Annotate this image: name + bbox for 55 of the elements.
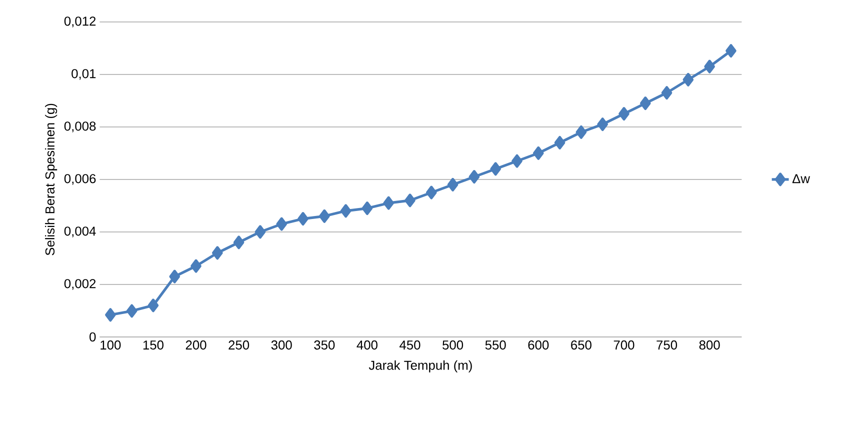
legend-label: Δw (792, 174, 810, 184)
point (533, 146, 544, 160)
point (661, 86, 672, 100)
point (298, 212, 308, 226)
x-tick-label: 350 (314, 340, 335, 350)
y-tick-label: 0,01 (72, 69, 96, 80)
point (169, 270, 180, 284)
y-axis-title: Selisih Berat Spesimen (g) (45, 104, 58, 256)
y-tick-label: 0,002 (64, 279, 96, 290)
point (404, 194, 416, 208)
point (126, 304, 138, 318)
y-tick-label: 0 (90, 332, 96, 342)
x-tick-label: 550 (485, 340, 506, 350)
point (554, 136, 566, 150)
point (190, 259, 202, 273)
point (618, 107, 630, 121)
x-tick-label: 650 (571, 340, 592, 350)
x-tick-label: 150 (143, 340, 164, 350)
point (490, 162, 501, 176)
x-tick-label: 250 (228, 340, 250, 350)
x-tick-label: 500 (442, 340, 464, 350)
x-tick-label: 600 (528, 340, 549, 350)
point (640, 96, 651, 110)
point (233, 236, 244, 250)
point (319, 210, 330, 224)
point (704, 60, 715, 74)
x-tick-label: 400 (356, 340, 378, 350)
point (340, 204, 352, 218)
x-tick-label: 200 (186, 340, 206, 350)
point (682, 73, 694, 87)
y-tick-label: 0,012 (64, 16, 96, 28)
point (148, 298, 159, 312)
x-tick-label: 750 (656, 340, 678, 350)
point (447, 178, 458, 192)
point (212, 246, 223, 260)
x-tick-label: 100 (100, 340, 121, 350)
point (512, 154, 522, 168)
point (426, 186, 437, 200)
x-tick-label: 700 (614, 340, 634, 350)
x-tick-label: 800 (699, 340, 720, 350)
x-tick-label: 450 (400, 340, 420, 350)
point (597, 118, 608, 132)
x-tick-label: 300 (271, 340, 292, 350)
point (383, 196, 394, 210)
y-tick-label: 0,004 (64, 226, 96, 238)
point (468, 170, 480, 184)
x-axis-title: Jarak Tempuh (m) (368, 360, 472, 373)
point (726, 44, 736, 58)
point (254, 225, 266, 239)
point (105, 308, 116, 322)
y-tick-label: 0,006 (64, 174, 96, 185)
point (362, 202, 373, 216)
y-tick-label: 0,008 (64, 122, 96, 132)
point (576, 126, 587, 140)
point (276, 217, 287, 231)
